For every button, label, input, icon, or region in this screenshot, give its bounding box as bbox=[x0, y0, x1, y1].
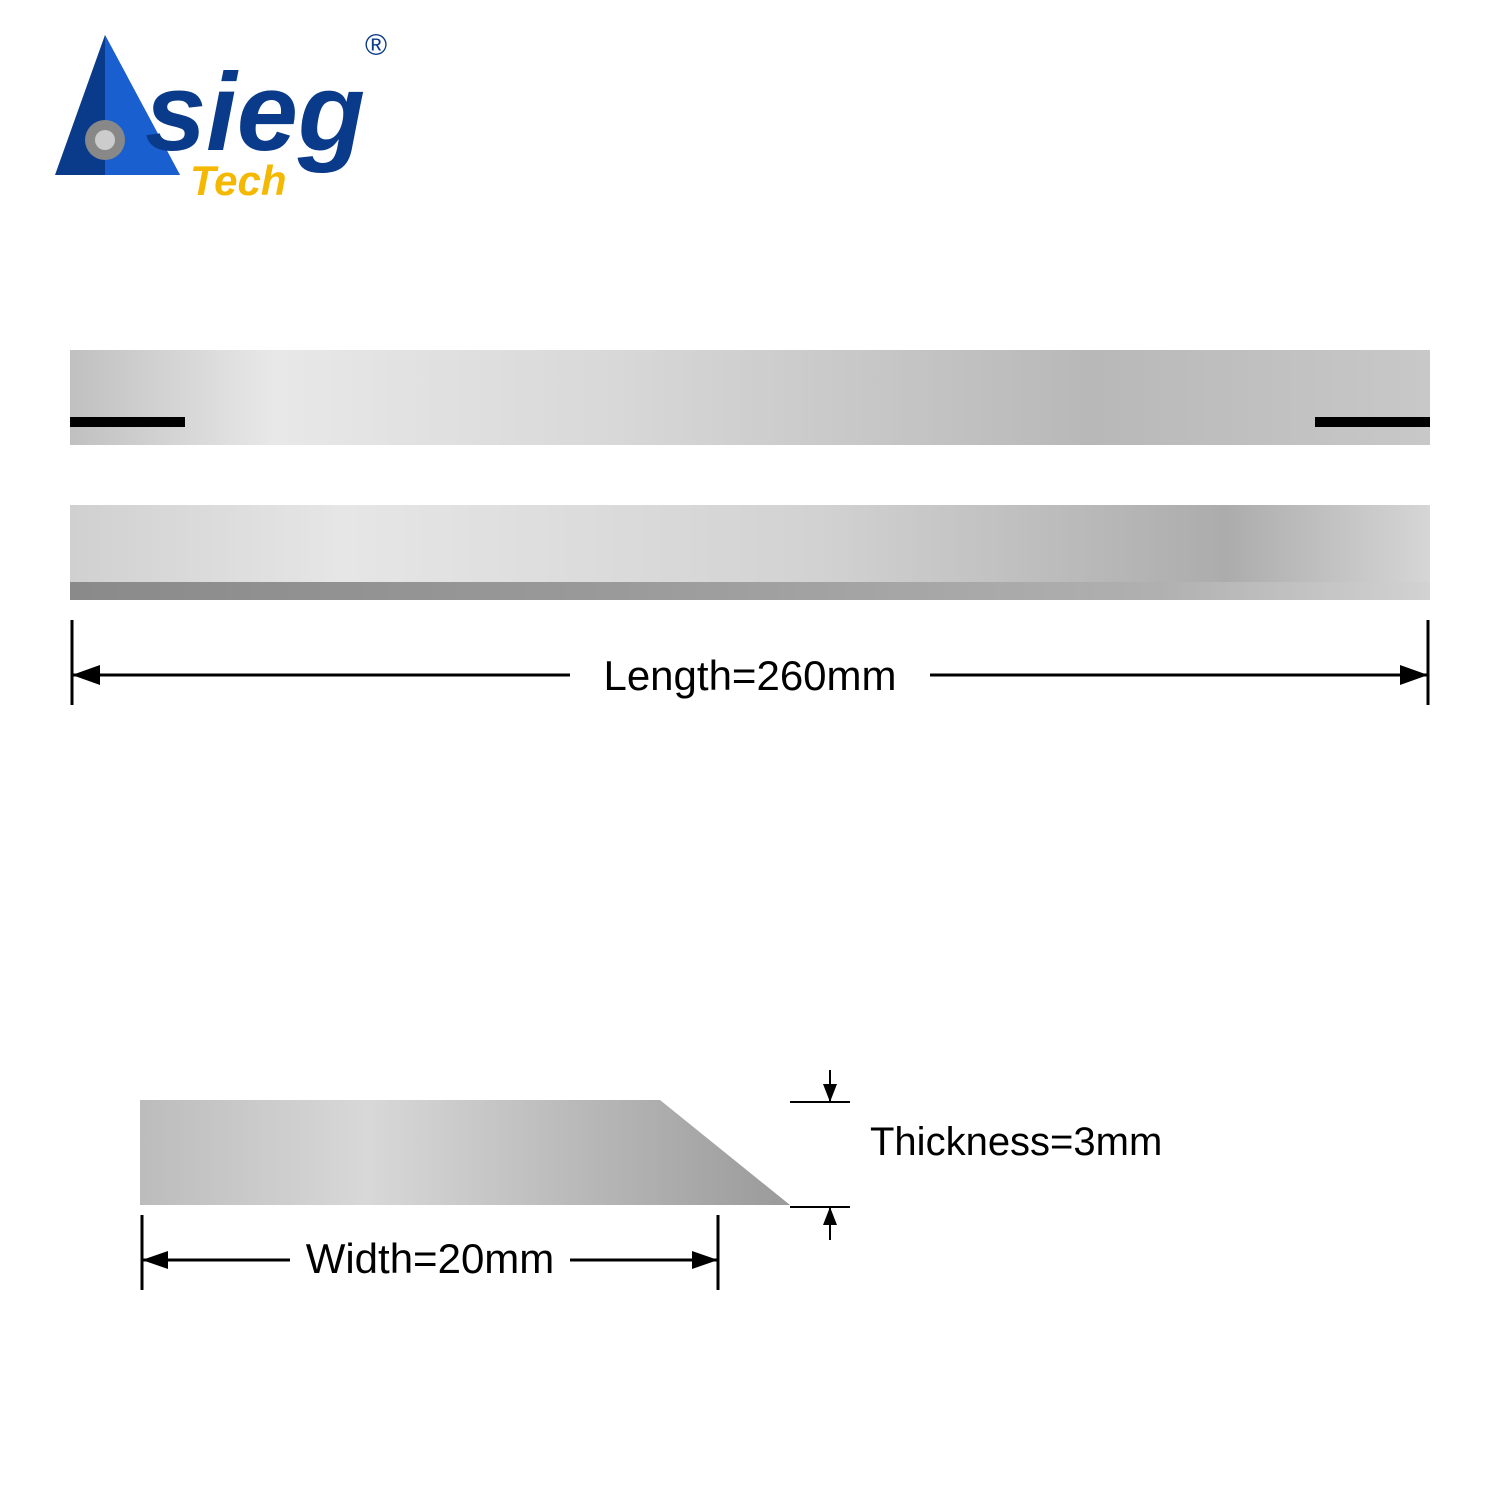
arrow-left-icon bbox=[142, 1251, 168, 1269]
thickness-dimension bbox=[790, 1060, 860, 1260]
logo-rivet-inner-icon bbox=[95, 130, 115, 150]
blade-cross-section bbox=[140, 1100, 790, 1205]
logo-sub-text: Tech bbox=[190, 157, 286, 204]
thickness-label: Thickness=3mm bbox=[870, 1120, 1162, 1165]
length-dimension: Length=260mm bbox=[70, 620, 1430, 740]
blade-side-bevel bbox=[70, 582, 1430, 600]
arrow-up-icon bbox=[823, 1207, 837, 1225]
length-label: Length=260mm bbox=[603, 652, 896, 699]
width-dimension: Width=20mm bbox=[140, 1215, 720, 1305]
logo-registered-mark: ® bbox=[365, 30, 387, 62]
cross-section-shape bbox=[140, 1100, 790, 1205]
arrow-left-icon bbox=[72, 665, 100, 685]
brand-logo: sieg Tech ® bbox=[50, 30, 390, 215]
blade-top-view bbox=[70, 350, 1430, 445]
width-label: Width=20mm bbox=[306, 1235, 555, 1282]
logo-main-text: sieg bbox=[145, 51, 365, 174]
blade-side-view bbox=[70, 505, 1430, 600]
blade-notch-left bbox=[70, 417, 185, 427]
arrow-down-icon bbox=[823, 1084, 837, 1102]
blade-notch-right bbox=[1315, 417, 1430, 427]
arrow-right-icon bbox=[1400, 665, 1428, 685]
arrow-right-icon bbox=[692, 1251, 718, 1269]
